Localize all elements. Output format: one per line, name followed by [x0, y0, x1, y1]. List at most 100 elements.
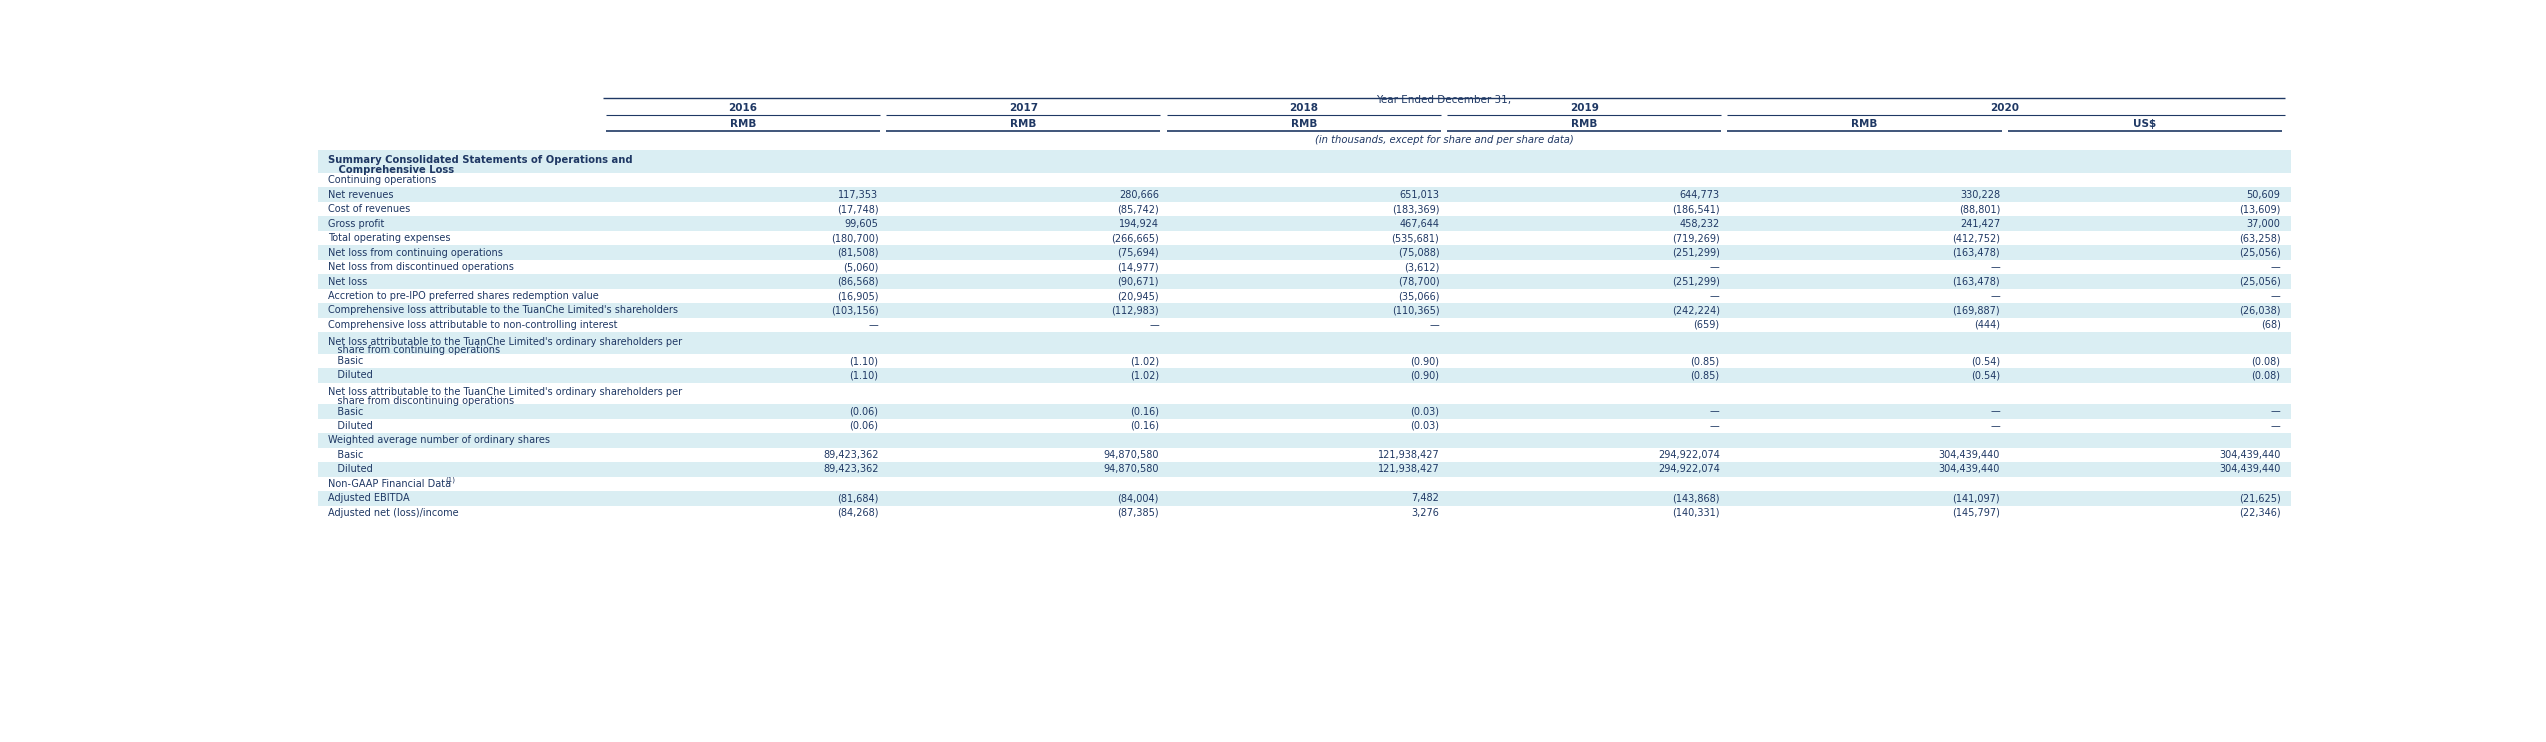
Text: RMB: RMB [1851, 119, 1879, 128]
Bar [318, 476, 2291, 491]
Text: 7,482: 7,482 [1410, 493, 1438, 503]
Text: Cost of revenues: Cost of revenues [328, 204, 410, 214]
Text: (0.08): (0.08) [2251, 356, 2281, 366]
Text: (68): (68) [2261, 320, 2281, 330]
Text: 121,938,427: 121,938,427 [1377, 464, 1438, 474]
Bar [318, 404, 2291, 418]
Text: (0.90): (0.90) [1410, 356, 1438, 366]
Text: (141,097): (141,097) [1953, 493, 2001, 503]
Text: Basic: Basic [328, 407, 364, 416]
Text: Total operating expenses: Total operating expenses [328, 233, 451, 243]
Text: Diluted: Diluted [328, 370, 372, 381]
Text: (0.90): (0.90) [1410, 370, 1438, 381]
Text: Year Ended December 31,: Year Ended December 31, [1377, 95, 1512, 105]
Text: Comprehensive loss attributable to non-controlling interest: Comprehensive loss attributable to non-c… [328, 320, 616, 330]
Text: —: — [1711, 407, 1719, 416]
Bar [318, 433, 2291, 447]
Bar [318, 202, 2291, 217]
Text: (535,681): (535,681) [1393, 233, 1438, 243]
Text: share from discontinuing operations: share from discontinuing operations [328, 395, 514, 406]
Bar [318, 275, 2291, 289]
Text: (0.16): (0.16) [1130, 407, 1158, 416]
Text: (14,977): (14,977) [1118, 262, 1158, 272]
Text: Non-GAAP Financial Data: Non-GAAP Financial Data [328, 479, 451, 489]
Text: 304,439,440: 304,439,440 [2220, 464, 2281, 474]
Text: —: — [1991, 291, 2001, 301]
Text: (0.08): (0.08) [2251, 370, 2281, 381]
Text: Net revenues: Net revenues [328, 190, 392, 200]
Text: 2017: 2017 [1008, 102, 1039, 113]
Bar [318, 447, 2291, 462]
Text: 280,666: 280,666 [1118, 190, 1158, 200]
Text: (251,299): (251,299) [1673, 248, 1719, 257]
Text: RMB: RMB [1571, 119, 1596, 128]
Text: (90,671): (90,671) [1118, 277, 1158, 286]
Bar [318, 303, 2291, 318]
Text: (140,331): (140,331) [1673, 508, 1719, 518]
Text: (444): (444) [1973, 320, 2001, 330]
Text: (1.02): (1.02) [1130, 370, 1158, 381]
Text: 2018: 2018 [1288, 102, 1319, 113]
Text: —: — [1711, 421, 1719, 431]
Text: (251,299): (251,299) [1673, 277, 1719, 286]
Text: —: — [1428, 320, 1438, 330]
Text: 89,423,362: 89,423,362 [822, 464, 878, 474]
Text: (110,365): (110,365) [1393, 306, 1438, 315]
Text: Net loss attributable to the TuanChe Limited's ordinary shareholders per: Net loss attributable to the TuanChe Lim… [328, 387, 682, 397]
Text: Gross profit: Gross profit [328, 219, 384, 229]
Text: Accretion to pre-IPO preferred shares redemption value: Accretion to pre-IPO preferred shares re… [328, 291, 598, 301]
Text: RMB: RMB [731, 119, 756, 128]
Text: 3,276: 3,276 [1410, 508, 1438, 518]
Text: Summary Consolidated Statements of Operations and: Summary Consolidated Statements of Opera… [328, 155, 631, 165]
Text: (81,508): (81,508) [838, 248, 878, 257]
Text: (0.03): (0.03) [1410, 407, 1438, 416]
Bar [318, 318, 2291, 332]
Text: Adjusted net (loss)/income: Adjusted net (loss)/income [328, 508, 458, 518]
Bar [318, 217, 2291, 231]
Text: (103,156): (103,156) [830, 306, 878, 315]
Text: 304,439,440: 304,439,440 [1938, 450, 2001, 460]
Text: Basic: Basic [328, 356, 364, 366]
Text: Weighted average number of ordinary shares: Weighted average number of ordinary shar… [328, 436, 550, 445]
Text: Diluted: Diluted [328, 464, 372, 474]
Text: —: — [1148, 320, 1158, 330]
Text: (0.06): (0.06) [850, 407, 878, 416]
Text: 294,922,074: 294,922,074 [1657, 464, 1719, 474]
Bar [318, 383, 2291, 404]
Text: 2020: 2020 [1991, 102, 2019, 113]
Text: (180,700): (180,700) [830, 233, 878, 243]
Bar [318, 505, 2291, 520]
Text: 194,924: 194,924 [1118, 219, 1158, 229]
Text: —: — [2271, 262, 2281, 272]
Text: (163,478): (163,478) [1953, 277, 2001, 286]
Text: 467,644: 467,644 [1400, 219, 1438, 229]
Text: —: — [1991, 262, 2001, 272]
Text: 94,870,580: 94,870,580 [1102, 450, 1158, 460]
Text: (0.16): (0.16) [1130, 421, 1158, 431]
Text: Comprehensive Loss: Comprehensive Loss [328, 165, 453, 174]
Text: (21,625): (21,625) [2238, 493, 2281, 503]
Text: 651,013: 651,013 [1400, 190, 1438, 200]
Text: 117,353: 117,353 [838, 190, 878, 200]
Text: 241,427: 241,427 [1960, 219, 2001, 229]
Text: (13,609): (13,609) [2238, 204, 2281, 214]
Text: (88,801): (88,801) [1958, 204, 2001, 214]
Text: (719,269): (719,269) [1673, 233, 1719, 243]
Text: (163,478): (163,478) [1953, 248, 2001, 257]
Bar [318, 368, 2291, 383]
Text: 294,922,074: 294,922,074 [1657, 450, 1719, 460]
Text: RMB: RMB [1291, 119, 1316, 128]
Text: 2019: 2019 [1571, 102, 1599, 113]
Text: 304,439,440: 304,439,440 [2220, 450, 2281, 460]
Text: (16,905): (16,905) [838, 291, 878, 301]
Text: (266,665): (266,665) [1110, 233, 1158, 243]
Text: (242,224): (242,224) [1673, 306, 1719, 315]
Bar [318, 173, 2291, 188]
Text: —: — [1711, 262, 1719, 272]
Text: Net loss from continuing operations: Net loss from continuing operations [328, 248, 502, 257]
Text: (35,066): (35,066) [1398, 291, 1438, 301]
Text: (in thousands, except for share and per share data): (in thousands, except for share and per … [1314, 135, 1573, 145]
Text: (0.85): (0.85) [1691, 370, 1719, 381]
Text: (0.54): (0.54) [1971, 356, 2001, 366]
Text: (63,258): (63,258) [2238, 233, 2281, 243]
